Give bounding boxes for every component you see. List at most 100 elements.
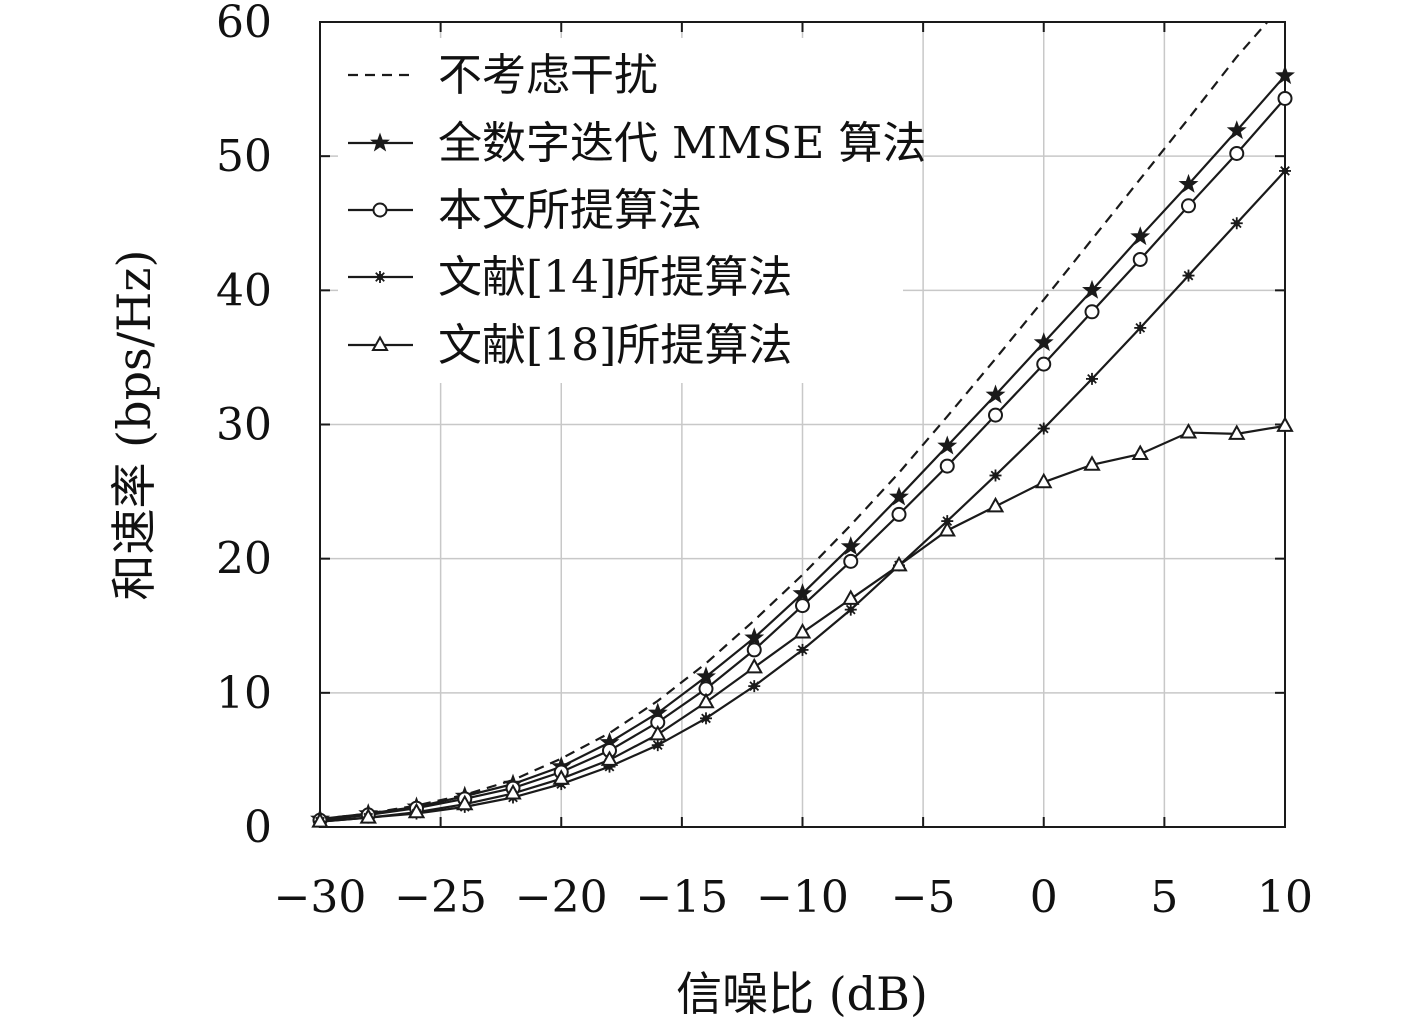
legend-label: 文献[18]所提算法 [438, 320, 792, 371]
y-tick-label: 20 [216, 534, 272, 585]
legend-label: 文献[14]所提算法 [438, 252, 792, 303]
series-2-star-marker [889, 486, 909, 506]
legend-label: 本文所提算法 [438, 185, 702, 236]
legend-background [338, 38, 903, 383]
x-tick-label: 10 [1257, 872, 1313, 923]
asterisk-marker-arm [845, 604, 856, 615]
series-3-circle-marker [746, 642, 762, 658]
series-5-triangle-marker [1035, 472, 1053, 489]
asterisk-marker-arm [1231, 218, 1242, 229]
series-3-circle-marker [843, 553, 859, 569]
series-3-circle-marker [795, 598, 810, 614]
series-3-circle-marker [1036, 356, 1052, 372]
asterisk-marker-arm [375, 272, 385, 282]
legend-label: 不考虑干扰 [438, 50, 658, 101]
series-5-triangle-marker [745, 657, 763, 674]
series-2-star-marker [1033, 332, 1054, 352]
legend-label: 全数字迭代 MMSE 算法 [438, 118, 926, 169]
y-axis: 0 10 20 30 40 50 60 [216, 0, 1285, 853]
series-2-star-marker [937, 435, 958, 455]
series-2-star-marker [744, 627, 765, 647]
series-4-asterisk-marker [1182, 269, 1195, 282]
x-tick-label: 0 [1030, 872, 1058, 923]
series-2-star-marker [696, 666, 716, 686]
series-2-star-marker [792, 583, 813, 603]
asterisk-marker-arm [701, 713, 711, 724]
series-5-triangle-marker [359, 808, 377, 824]
series-2-star-marker [1178, 173, 1199, 193]
series-3-circle-marker [1084, 304, 1100, 320]
series-5-triangle-marker [1083, 455, 1101, 471]
asterisk-marker-arm [652, 740, 663, 751]
series-4-asterisk-marker [844, 603, 857, 616]
series-5-triangle-marker [504, 783, 522, 800]
series-3-circle-marker [1181, 198, 1196, 214]
series-4-asterisk-marker [1279, 164, 1291, 177]
series-3-circle-marker [1132, 251, 1148, 267]
legend-item-3: 本文所提算法 [348, 185, 702, 236]
x-axis: −30 −25 −20 −15 −10 −5 0 5 10 [274, 22, 1313, 923]
series-5-triangle-marker [793, 622, 812, 639]
series-3-circle-marker [1229, 145, 1245, 161]
series-5-triangle-marker [311, 812, 329, 828]
series-2-star-marker [1130, 226, 1151, 246]
x-tick-label: −15 [635, 872, 728, 923]
y-tick-label: 10 [216, 668, 272, 719]
asterisk-marker-arm [1280, 166, 1290, 176]
series-5-triangle-marker [552, 769, 570, 785]
y-tick-label: 30 [216, 400, 272, 451]
series-2-star-marker [840, 536, 861, 556]
y-tick-label: 50 [216, 131, 272, 182]
asterisk-marker-arm [749, 681, 760, 692]
series-4-asterisk-marker [1086, 372, 1098, 385]
asterisk-marker-arm [1135, 323, 1146, 333]
series-5-triangle-marker [938, 520, 956, 537]
series-3-circle-marker [988, 407, 1003, 423]
asterisk-marker-arm [990, 470, 1001, 481]
legend-item-1: 不考虑干扰 [348, 50, 658, 101]
legend-circle-marker [372, 202, 388, 218]
series-5-triangle-marker [600, 750, 619, 766]
y-axis-title: 和速率 (bps/Hz) [107, 250, 161, 601]
x-tick-label: −5 [891, 872, 956, 923]
series-5-triangle-marker [1179, 423, 1198, 439]
series-4-asterisk-marker [989, 469, 1002, 482]
series-5-triangle-marker [1131, 444, 1149, 461]
legend-star-marker [370, 132, 390, 152]
series-3-circle-marker [939, 458, 955, 474]
series-4-asterisk-marker [1134, 321, 1147, 334]
y-tick-label: 60 [216, 0, 272, 48]
legend-asterisk-marker [374, 271, 386, 283]
series-5-triangle-marker [1228, 424, 1246, 440]
series-4-asterisk-marker [1037, 422, 1050, 435]
series-3-circle-marker [1277, 90, 1293, 106]
series-5-triangle-marker [407, 802, 426, 819]
markers-group [310, 65, 1295, 828]
series-2-star-marker [1226, 120, 1247, 140]
asterisk-marker-arm [797, 645, 808, 655]
series-2-star-marker [1082, 279, 1102, 299]
x-tick-label: 5 [1150, 872, 1178, 923]
series-5-triangle-marker [697, 692, 715, 709]
x-tick-label: −20 [515, 872, 608, 923]
legend-item-4: 文献[14]所提算法 [348, 252, 792, 303]
y-tick-label: 40 [216, 265, 272, 316]
legend-item-2: 全数字迭代 MMSE 算法 [348, 118, 926, 169]
asterisk-marker-arm [1038, 423, 1049, 434]
series-4-asterisk-marker [748, 680, 761, 693]
x-tick-label: −25 [394, 872, 487, 923]
series-5-triangle-marker [842, 589, 860, 605]
series-5-triangle-marker [890, 555, 908, 572]
series-5-triangle-marker [1276, 416, 1294, 432]
x-tick-label: −10 [756, 872, 849, 923]
series-4-asterisk-marker [700, 712, 712, 725]
series-5-triangle-marker [986, 496, 1005, 513]
series-5-triangle-marker [649, 724, 667, 741]
legend-item-5: 文献[18]所提算法 [348, 320, 792, 371]
series-4-asterisk-marker [651, 739, 664, 752]
series-2-star-marker [985, 384, 1006, 404]
asterisk-marker-arm [1183, 270, 1194, 281]
y-tick-label: 0 [244, 802, 272, 853]
